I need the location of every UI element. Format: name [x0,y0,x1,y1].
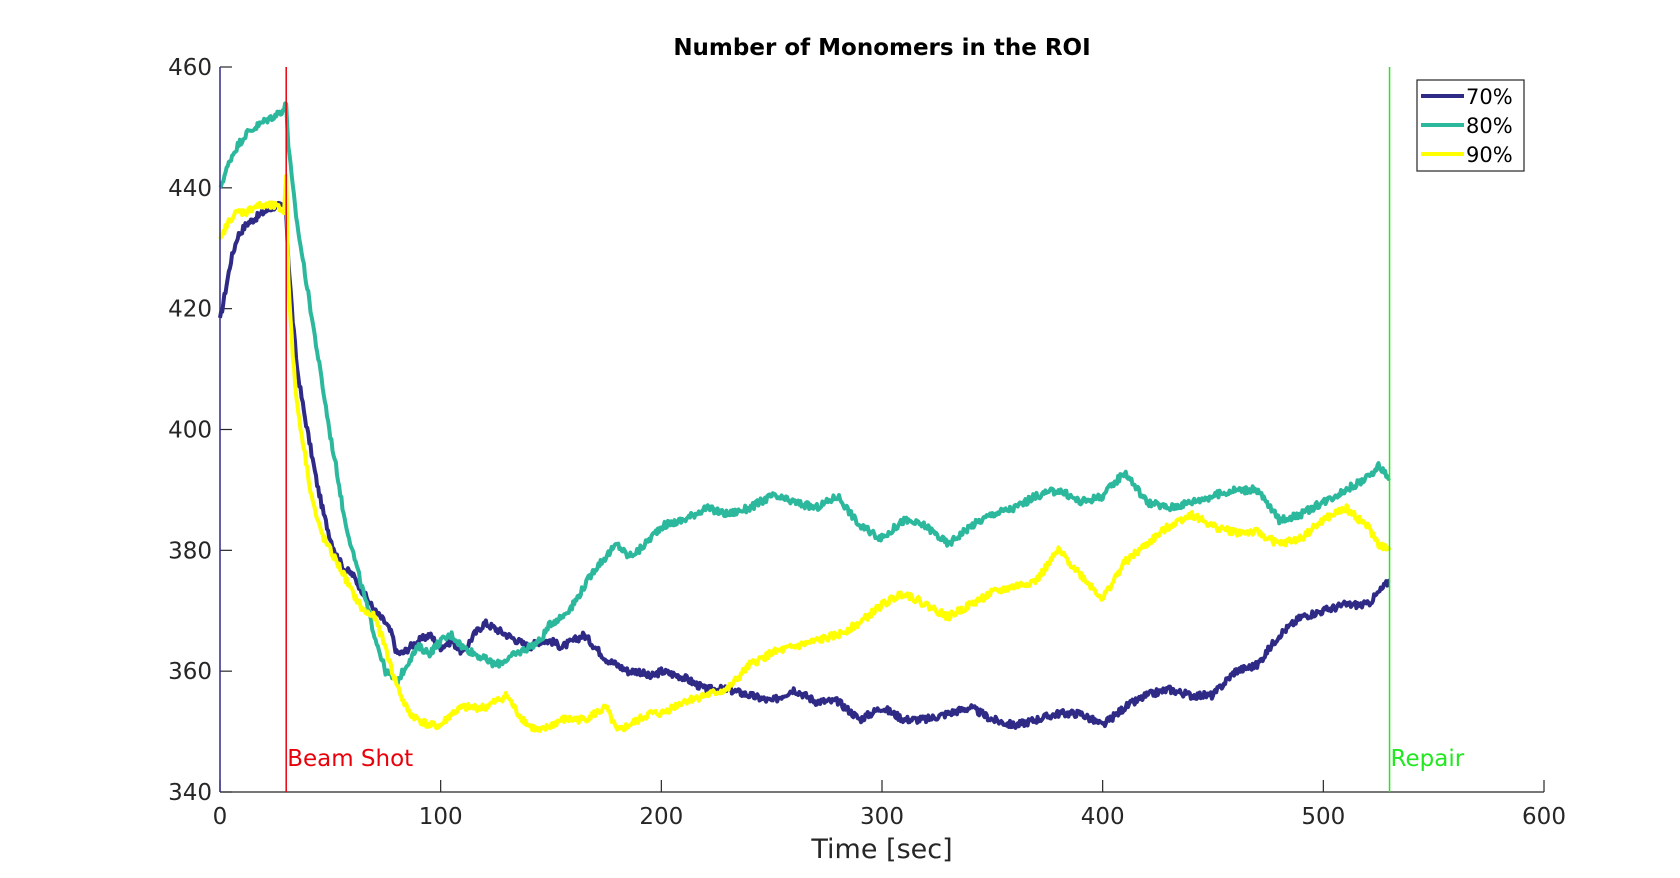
y-tick-label: 460 [168,55,212,81]
x-tick-label: 0 [213,804,228,830]
y-tick-label: 400 [168,418,212,444]
y-tick-label: 340 [168,780,212,806]
x-tick-label: 200 [639,804,683,830]
y-tick-label: 440 [168,176,212,202]
plot-area: 0 100 200 300 400 500 600 340 360 380 400 420 440 460… [168,55,1566,830]
x-tick-label: 300 [860,804,904,830]
series-line-90pct [218,173,1392,733]
x-tick-label: 400 [1081,804,1125,830]
chart-title: Number of Monomers in the ROI [673,35,1090,61]
annotation-label: Beam Shot [287,746,413,772]
annotation-label: Repair [1391,746,1465,772]
x-tick-label: 100 [419,804,463,830]
legend-entry-label: 90% [1466,143,1513,167]
x-tick-label: 500 [1301,804,1345,830]
series-line-70pct [218,200,1391,730]
legend-entry-label: 70% [1466,85,1513,109]
y-tick-label: 360 [168,659,212,685]
y-tick-label: 420 [168,297,212,323]
legend-entry-label: 80% [1466,114,1513,138]
x-axis-label: Time [sec] [810,834,952,865]
y-tick-label: 380 [168,538,212,564]
series-line-80pct [218,101,1391,687]
x-tick-label: 600 [1522,804,1566,830]
